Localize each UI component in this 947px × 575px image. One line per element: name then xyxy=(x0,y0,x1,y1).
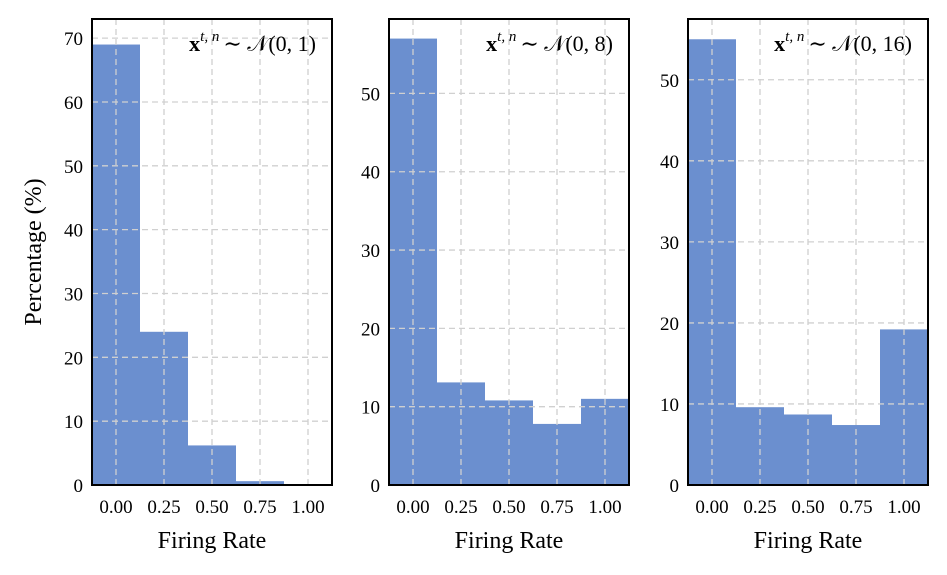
bars xyxy=(92,44,284,485)
y-tick-label: 40 xyxy=(64,221,83,242)
x-tick-label: 0.25 xyxy=(743,497,776,518)
y-tick-label: 40 xyxy=(361,163,380,184)
x-tick-label: 0.50 xyxy=(195,497,228,518)
y-tick-label: 0 xyxy=(74,476,84,497)
grid xyxy=(92,19,332,485)
y-tick-label: 50 xyxy=(64,157,83,178)
plot-frame xyxy=(388,18,630,486)
x-axis-label: Firing Rate xyxy=(455,528,564,554)
grid xyxy=(688,19,928,485)
y-axis-label: Percentage (%) xyxy=(21,178,47,325)
x-tick-label: 1.00 xyxy=(588,497,621,518)
panel-title: xt, n ∼ 𝒩(0, 16) xyxy=(774,29,912,56)
x-tick-label: 0.00 xyxy=(99,497,132,518)
chart-panel-2: 0 10 20 30 40 50 0.00 0.25 0.50 0.75 1.00 Firing Ra… xyxy=(361,18,630,554)
y-tick-label: 50 xyxy=(361,84,380,105)
y-tick-label: 30 xyxy=(64,284,83,305)
x-tick-label: 0.75 xyxy=(243,497,276,518)
plot-frame xyxy=(91,18,333,486)
y-tick-label: 0 xyxy=(371,476,381,497)
x-tick-label: 0.50 xyxy=(791,497,824,518)
y-tick-label: 40 xyxy=(660,152,679,173)
x-tick-label: 0.25 xyxy=(444,497,477,518)
x-tick-label: 1.00 xyxy=(291,497,324,518)
y-tick-label: 10 xyxy=(64,412,83,433)
y-tick-label: 60 xyxy=(64,93,83,114)
x-tick-label: 0.50 xyxy=(492,497,525,518)
x-axis-label: Firing Rate xyxy=(158,528,267,554)
y-tick-label: 50 xyxy=(660,71,679,92)
y-tick-label: 20 xyxy=(361,319,380,340)
y-tick-label: 30 xyxy=(361,241,380,262)
plot-frame xyxy=(687,18,929,486)
x-tick-label: 0.75 xyxy=(540,497,573,518)
x-axis-label: Firing Rate xyxy=(754,528,863,554)
y-tick-label: 10 xyxy=(361,398,380,419)
bar-0.75 xyxy=(832,425,880,485)
y-tick-label: 0 xyxy=(670,476,680,497)
x-tick-label: 1.00 xyxy=(887,497,920,518)
x-tick-label: 0.75 xyxy=(839,497,872,518)
panel-title: xt, n ∼ 𝒩(0, 1) xyxy=(189,29,316,56)
y-tick-label: 30 xyxy=(660,233,679,254)
grid xyxy=(389,19,629,485)
x-tick-label: 0.00 xyxy=(396,497,429,518)
y-tick-label: 20 xyxy=(64,348,83,369)
y-tick-label: 10 xyxy=(660,395,679,416)
x-tick-label: 0.25 xyxy=(147,497,180,518)
chart-panel-3: 0 10 20 30 40 50 0.00 0.25 0.50 0.75 1.00 Firing Ra… xyxy=(660,18,929,554)
x-tick-label: 0.00 xyxy=(695,497,728,518)
y-tick-label: 70 xyxy=(64,29,83,50)
panel-title: xt, n ∼ 𝒩(0, 8) xyxy=(486,29,613,56)
chart-panel-1: 0 10 20 30 40 50 60 70 0.00 0.25 0.50 0.75 1.00 Firin… xyxy=(21,18,333,554)
y-tick-label: 20 xyxy=(660,314,679,335)
